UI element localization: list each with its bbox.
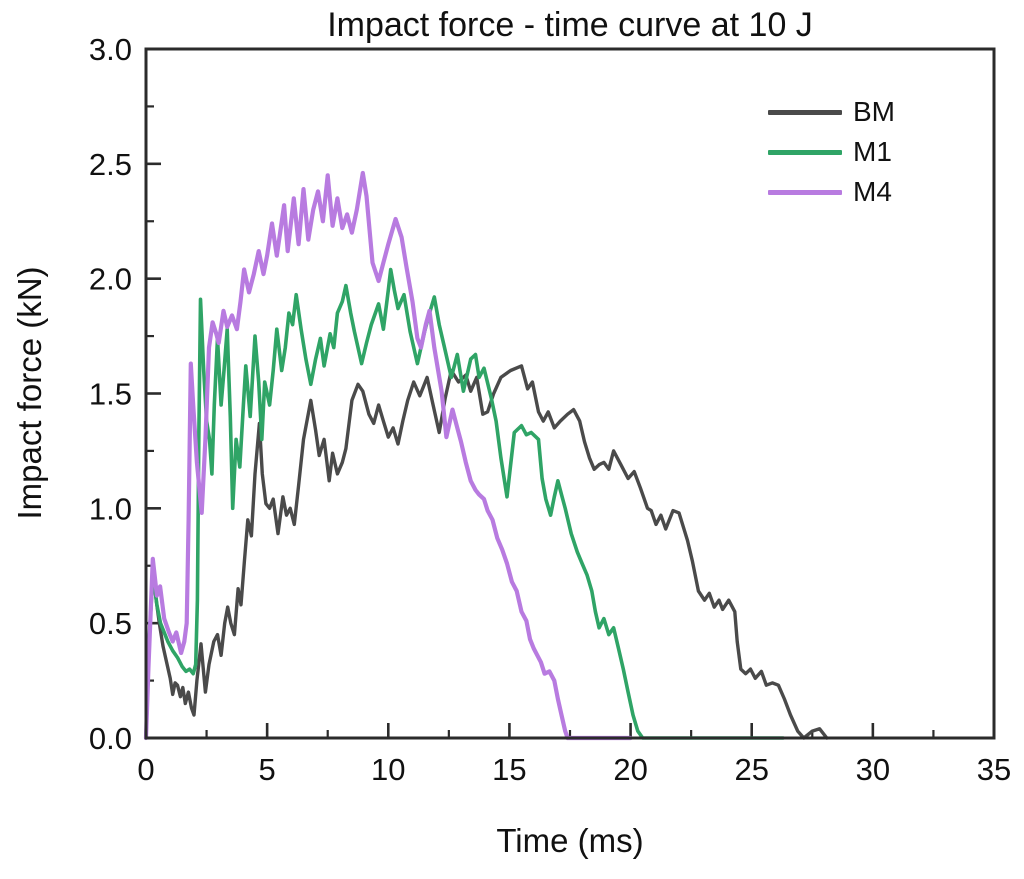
svg-text:30: 30 — [856, 752, 890, 787]
svg-text:0: 0 — [137, 752, 154, 787]
svg-text:2.0: 2.0 — [89, 262, 132, 297]
svg-text:1.0: 1.0 — [89, 491, 132, 526]
legend-item-m4: M4 — [768, 172, 895, 212]
svg-text:20: 20 — [613, 752, 647, 787]
svg-text:0.0: 0.0 — [89, 721, 132, 756]
chart-title: Impact force - time curve at 10 J — [327, 6, 813, 44]
legend-label-m4: M4 — [853, 176, 892, 207]
svg-text:5: 5 — [259, 752, 276, 787]
legend-item-bm: BM — [768, 92, 895, 132]
svg-text:15: 15 — [492, 752, 526, 787]
legend-line-m4 — [768, 189, 842, 195]
x-axis-title: Time (ms) — [496, 822, 644, 859]
svg-text:0.5: 0.5 — [89, 606, 132, 641]
svg-text:2.5: 2.5 — [89, 147, 132, 182]
legend-label-bm: BM — [853, 96, 895, 127]
legend-item-m1: M1 — [768, 132, 895, 172]
legend: BM M1 M4 — [768, 92, 895, 212]
legend-line-m1 — [768, 149, 842, 155]
svg-text:35: 35 — [977, 752, 1011, 787]
svg-text:3.0: 3.0 — [89, 32, 132, 67]
legend-label-m1: M1 — [853, 136, 892, 167]
legend-line-bm — [768, 109, 842, 115]
svg-text:25: 25 — [734, 752, 768, 787]
svg-text:10: 10 — [371, 752, 405, 787]
svg-text:1.5: 1.5 — [89, 377, 132, 412]
